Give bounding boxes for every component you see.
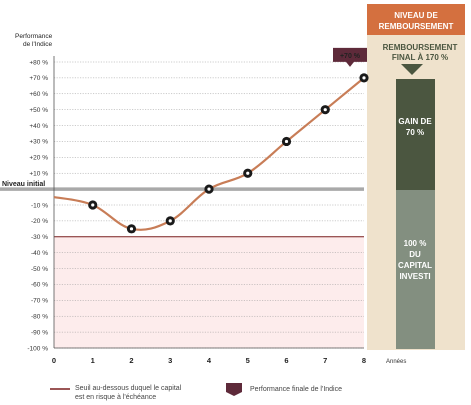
y-tick-label: -20 % <box>31 218 48 225</box>
callout-label: +70 % <box>340 53 361 60</box>
index-performance-curve <box>53 77 365 231</box>
y-tick-label: -30 % <box>31 234 48 241</box>
y-tick-label: +80 % <box>29 59 48 66</box>
capital-bar-line3: CAPITAL <box>398 261 432 270</box>
y-tick-label: -70 % <box>31 298 48 305</box>
y-tick-label: -50 % <box>31 266 48 273</box>
y-tick-label: -80 % <box>31 314 48 321</box>
data-point-center <box>207 187 211 191</box>
panel-header <box>367 4 465 35</box>
y-tick-label: +70 % <box>29 75 48 82</box>
x-tick-label: 1 <box>91 356 95 365</box>
data-points <box>88 73 369 234</box>
legend-final-perf: Performance finale de l'Indice <box>250 386 342 393</box>
data-point-center <box>91 203 95 207</box>
legend-threshold-line1: Seuil au-dessous duquel le capital <box>75 385 182 392</box>
legend: Seuil au-dessous duquel le capital est e… <box>50 383 342 401</box>
repayment-panel: NIVEAU DE REMBOURSEMENT REMBOURSEMENT FI… <box>367 4 465 350</box>
y-tick-label: -90 % <box>31 329 48 336</box>
x-tick-label: 7 <box>323 356 327 365</box>
y-tick-label: +20 % <box>29 155 48 162</box>
data-point-center <box>168 219 172 223</box>
x-tick-labels: 0 1 2 3 4 5 6 7 8 <box>52 356 366 365</box>
final-performance-callout: +70 % <box>333 47 367 67</box>
y-tick-label: +60 % <box>29 91 48 98</box>
x-tick-label: 3 <box>168 356 172 365</box>
risk-zone <box>54 236 364 348</box>
y-axis-title-line1: Performance <box>15 33 53 40</box>
final-repayment-line1: REMBOURSEMENT <box>383 43 458 52</box>
x-tick-label: 0 <box>52 356 56 365</box>
data-point-center <box>129 227 134 231</box>
initial-level-label: Niveau initial <box>2 181 45 188</box>
x-tick-label: 6 <box>284 356 288 365</box>
y-tick-label: +30 % <box>29 139 48 146</box>
capital-bar-line1: 100 % <box>404 239 427 248</box>
y-tick-labels: +80 % +70 % +60 % +50 % +40 % +30 % +20 % +10 %… <box>27 59 48 352</box>
x-axis-title: Années <box>386 359 406 365</box>
y-tick-label: +40 % <box>29 123 48 130</box>
y-axis-title-line2: de l'Indice <box>23 41 52 48</box>
gain-bar <box>396 79 435 190</box>
capital-bar-line2: DU <box>409 250 421 259</box>
panel-header-line1: NIVEAU DE <box>394 11 438 20</box>
callout-badge <box>333 47 367 67</box>
y-tick-label: -60 % <box>31 282 48 289</box>
data-point-center <box>323 108 327 112</box>
data-point-center <box>284 139 289 144</box>
y-tick-label: -10 % <box>31 202 48 209</box>
x-tick-label: 5 <box>246 356 250 365</box>
legend-callout-swatch <box>226 383 242 396</box>
capital-bar <box>396 190 435 349</box>
x-tick-label: 4 <box>207 356 212 365</box>
y-tick-label: +50 % <box>29 107 48 114</box>
y-tick-label: +10 % <box>29 171 48 178</box>
gain-bar-line1: GAIN DE <box>398 117 432 126</box>
legend-threshold-line2: est en risque à l'échéance <box>75 394 156 401</box>
y-tick-label: -40 % <box>31 250 48 257</box>
y-tick-label: -100 % <box>27 345 48 352</box>
final-repayment-line2: FINAL À 170 % <box>392 53 448 62</box>
x-tick-label: 2 <box>129 356 133 365</box>
x-tick-label: 8 <box>362 356 366 365</box>
data-point-center <box>246 171 250 175</box>
down-arrow-icon <box>401 64 423 75</box>
gain-bar-line2: 70 % <box>406 128 424 137</box>
panel-header-line2: REMBOURSEMENT <box>379 22 454 31</box>
capital-bar-line4: INVESTI <box>399 272 430 281</box>
data-point-center <box>362 76 366 80</box>
